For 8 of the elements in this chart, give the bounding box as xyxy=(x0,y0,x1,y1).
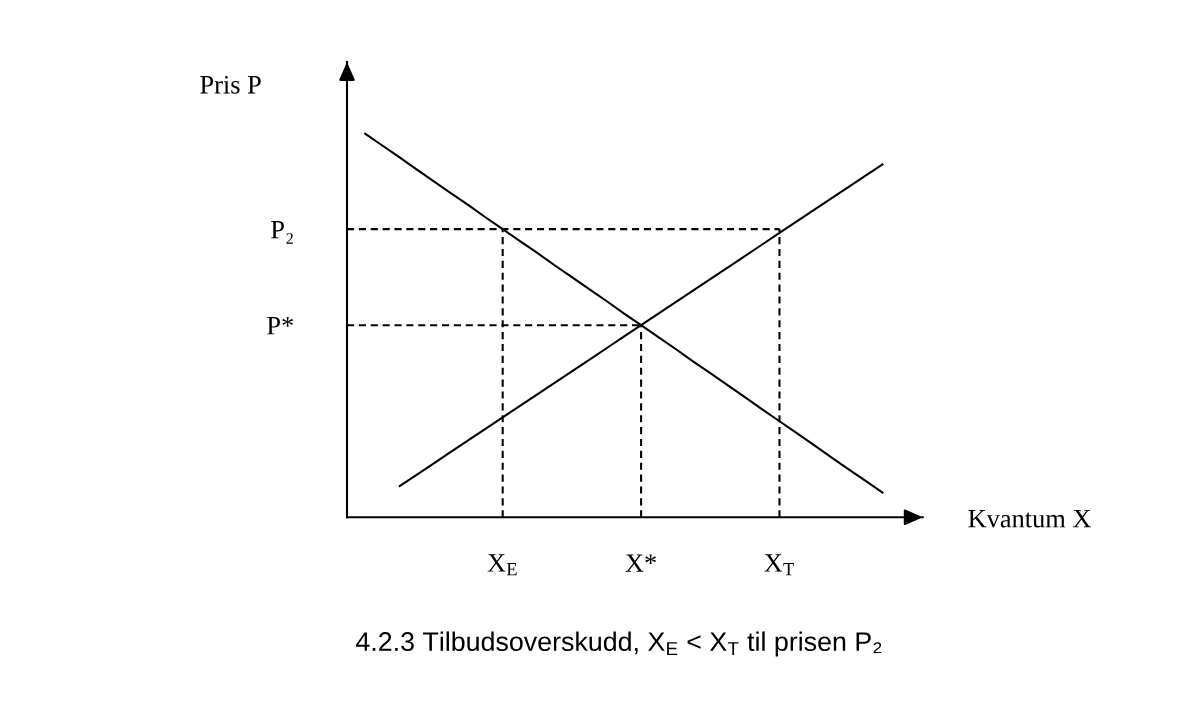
text: P₂ xyxy=(271,220,293,244)
x-tick-label: X$_{E}$ xyxy=(487,554,517,576)
text: P* xyxy=(267,317,293,335)
x-tick-label: X* xyxy=(625,554,656,572)
x-axis-title: Kvantum X xyxy=(968,510,1091,528)
y-axis-title: Pris P xyxy=(200,75,261,94)
x-tick-label: X$_{T}$ xyxy=(764,554,795,576)
text: 4.2.3 Tilbudsoverskudd, X$_{E}$ < X$_{T}$ til prisen P₂ xyxy=(356,631,882,657)
